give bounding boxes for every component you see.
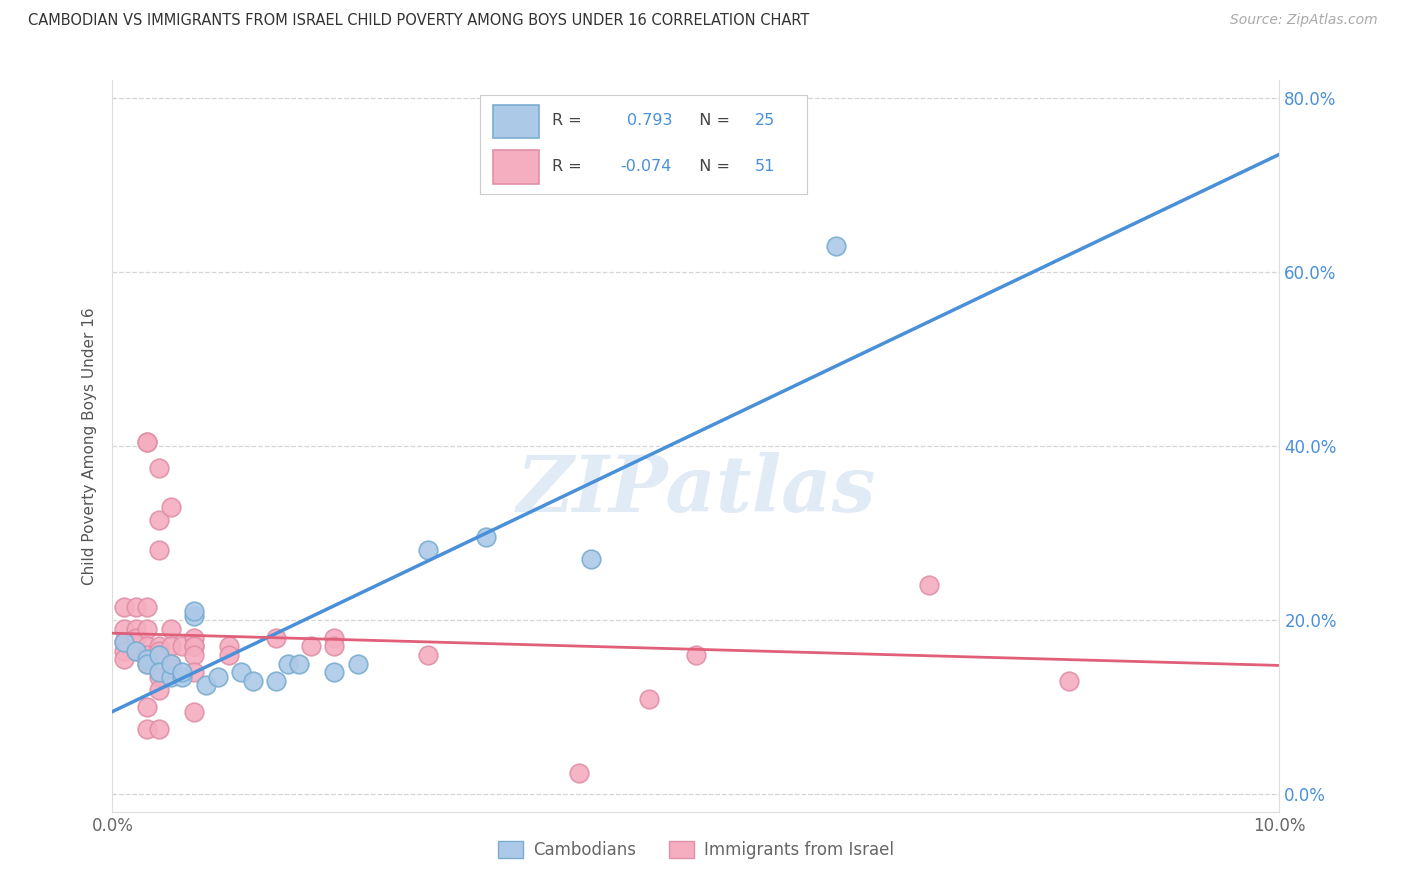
Point (160, 500, 183, 514)
Point (136, 657, 159, 671)
Point (125, 631, 148, 645)
Point (148, 543, 170, 558)
Point (207, 670, 229, 684)
Point (264, 631, 287, 645)
Point (125, 643, 148, 657)
Point (183, 640, 205, 654)
Point (183, 640, 205, 654)
Point (112, 635, 135, 649)
Point (112, 635, 135, 649)
Point (475, 530, 498, 544)
Point (160, 657, 183, 671)
Point (579, 552, 602, 566)
Point (172, 640, 194, 654)
Point (346, 657, 368, 671)
Point (136, 622, 159, 636)
Point (112, 643, 135, 657)
Point (218, 640, 240, 654)
Point (323, 640, 346, 654)
Point (264, 674, 287, 689)
Point (136, 722, 159, 736)
Legend: Cambodians, Immigrants from Israel: Cambodians, Immigrants from Israel (491, 834, 901, 865)
Point (112, 652, 135, 666)
Point (1059, 674, 1081, 689)
Point (685, 648, 707, 662)
Point (136, 657, 159, 671)
Point (148, 648, 170, 662)
Point (183, 608, 205, 623)
Point (148, 640, 170, 654)
Point (112, 622, 135, 636)
Point (160, 622, 183, 636)
Point (136, 434, 159, 449)
Point (136, 640, 159, 654)
Point (288, 657, 311, 671)
Point (183, 665, 205, 680)
Point (242, 674, 264, 689)
Point (136, 652, 159, 666)
Point (148, 648, 170, 662)
Point (183, 705, 205, 719)
Point (172, 665, 194, 680)
Point (148, 665, 170, 680)
Point (148, 643, 170, 657)
Point (299, 640, 322, 654)
Point (918, 578, 941, 592)
Point (416, 543, 439, 558)
Point (136, 700, 159, 714)
Point (183, 648, 205, 662)
Point (125, 600, 148, 615)
Point (638, 691, 661, 706)
Point (183, 604, 205, 618)
Point (323, 631, 346, 645)
Text: ZIPatlas: ZIPatlas (516, 451, 876, 528)
Point (194, 678, 217, 692)
Point (160, 657, 183, 671)
Y-axis label: Child Poverty Among Boys Under 16: Child Poverty Among Boys Under 16 (82, 307, 97, 585)
Point (323, 665, 346, 680)
Point (125, 643, 148, 657)
Point (229, 665, 252, 680)
Point (148, 722, 170, 736)
Point (172, 670, 194, 684)
Point (148, 460, 170, 475)
Point (148, 513, 170, 527)
Point (148, 682, 170, 697)
Point (148, 670, 170, 684)
Point (160, 640, 183, 654)
Point (125, 622, 148, 636)
Text: CAMBODIAN VS IMMIGRANTS FROM ISRAEL CHILD POVERTY AMONG BOYS UNDER 16 CORRELATIO: CAMBODIAN VS IMMIGRANTS FROM ISRAEL CHIL… (28, 13, 810, 29)
Text: Source: ZipAtlas.com: Source: ZipAtlas.com (1230, 13, 1378, 28)
Point (825, 238, 848, 252)
Point (568, 765, 591, 780)
Point (183, 631, 205, 645)
Point (160, 661, 183, 675)
Point (136, 648, 159, 662)
Point (276, 657, 298, 671)
Point (136, 434, 159, 449)
Point (136, 600, 159, 615)
Point (112, 600, 135, 615)
Point (416, 648, 439, 662)
Point (218, 648, 240, 662)
Point (160, 670, 183, 684)
